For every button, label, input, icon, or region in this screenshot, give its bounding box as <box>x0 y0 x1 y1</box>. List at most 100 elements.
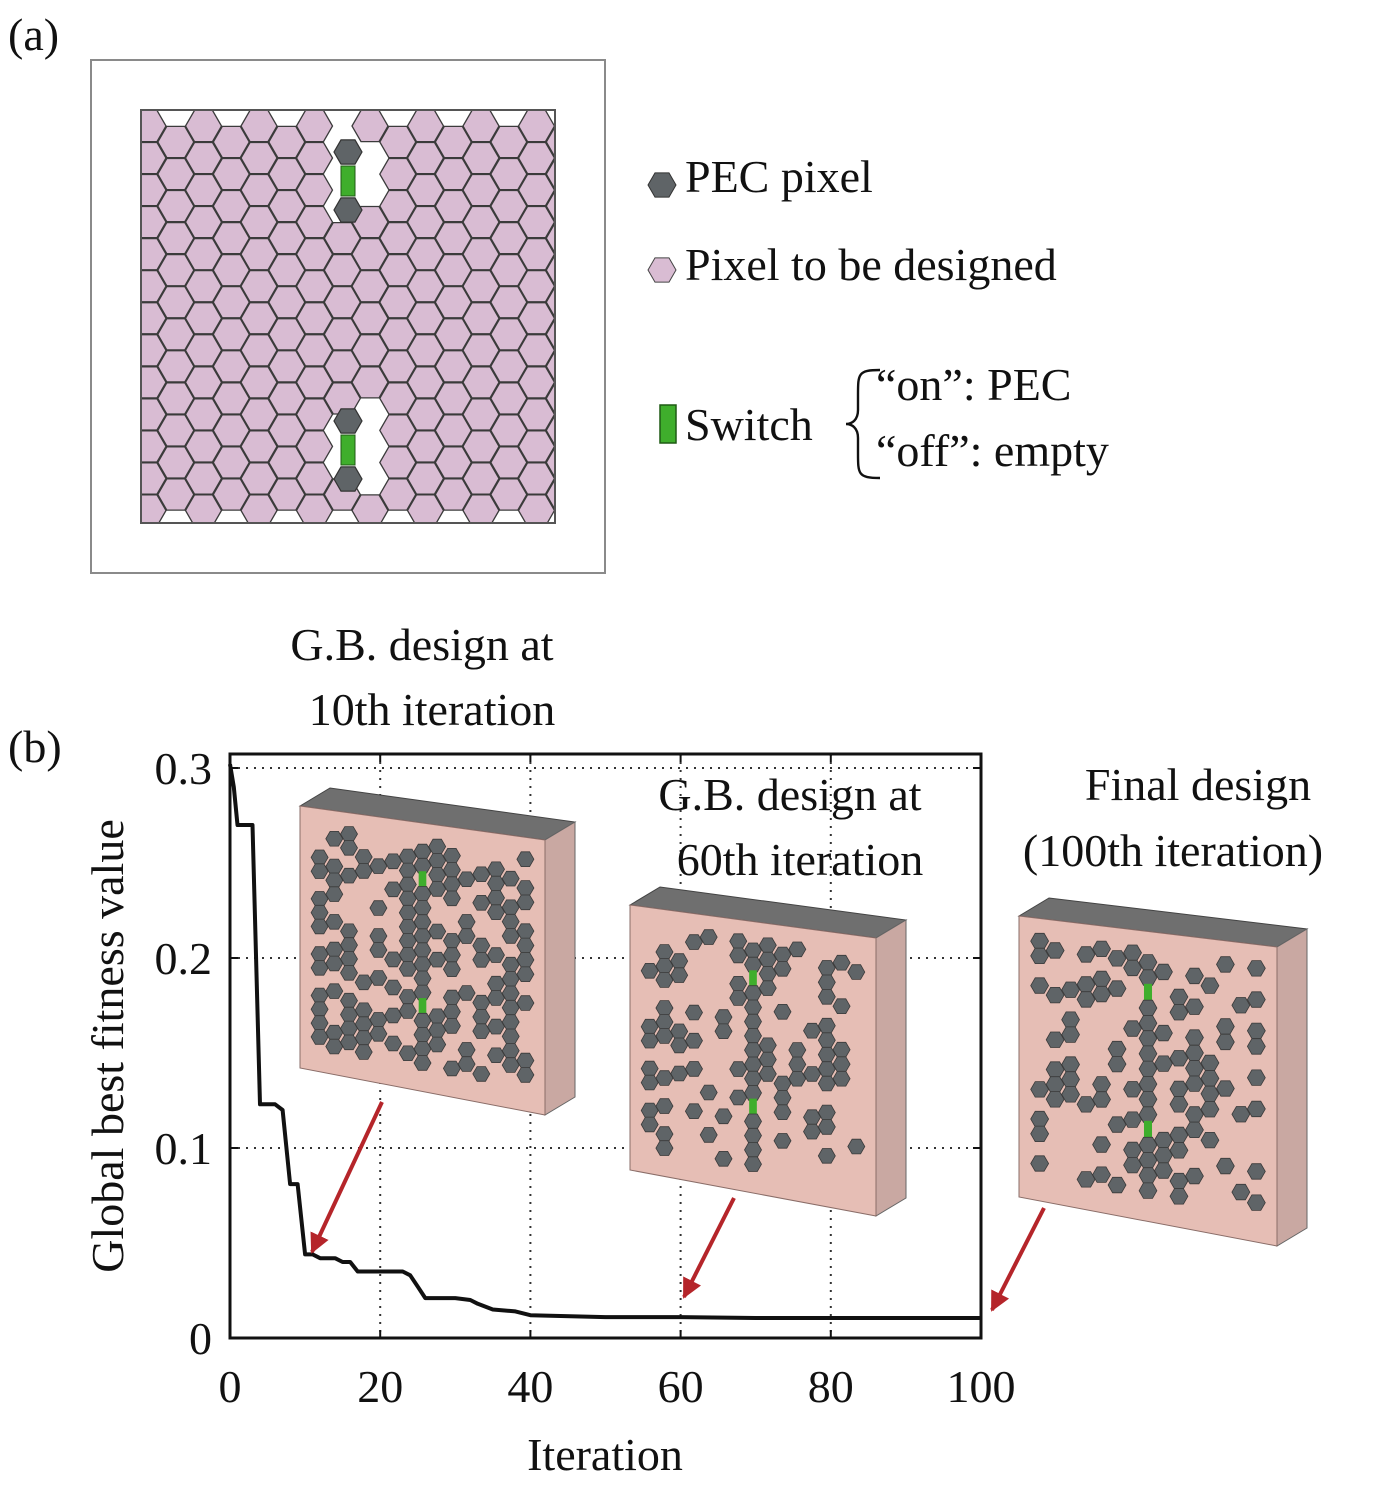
pec-pixel <box>1123 1020 1142 1037</box>
pec-pixel <box>1216 1157 1235 1175</box>
pec-pixel <box>310 1029 329 1045</box>
design-pixel <box>240 173 278 207</box>
pec-pixel <box>744 1156 762 1172</box>
pec-pixel <box>1061 1086 1080 1103</box>
design-pixel <box>295 237 334 271</box>
design-pixel <box>141 398 167 431</box>
design-pixel <box>434 285 473 319</box>
design-pixel <box>212 382 251 415</box>
pec-pixel <box>670 1023 689 1040</box>
design-pixel <box>545 318 555 351</box>
switch <box>749 970 757 988</box>
design-pixel <box>240 302 278 335</box>
design-pixel <box>379 446 417 479</box>
pec-pixel <box>744 956 762 973</box>
design-pixel <box>517 430 555 463</box>
pec-pixel <box>487 1047 505 1063</box>
pec-pixel <box>413 857 432 874</box>
pec-pixel <box>817 1032 836 1048</box>
pec-pixel <box>1092 1136 1111 1153</box>
pec-pixel <box>384 951 403 968</box>
design-pixel <box>462 237 500 271</box>
pec-pixel <box>758 937 777 953</box>
pec-pixel <box>684 934 703 950</box>
pec-pixel <box>310 863 329 879</box>
pec-pixel <box>1092 985 1111 1003</box>
design-pixel <box>490 221 528 255</box>
design-pixel <box>240 494 278 523</box>
pec-pixel <box>369 858 388 874</box>
design-pixel-legend-icon <box>647 257 677 283</box>
design-pixel <box>240 462 278 495</box>
pec-pixel <box>1200 1101 1220 1118</box>
pec-pixel <box>1107 950 1127 967</box>
pec-pixel <box>773 1104 792 1120</box>
pec-pixel <box>640 963 659 979</box>
pec-pixel <box>472 1066 491 1082</box>
design-pixel <box>212 350 251 383</box>
fitness-curve <box>228 763 981 1320</box>
design-pixel <box>517 237 555 271</box>
pec-pixel <box>684 1103 703 1119</box>
design-pixel <box>141 366 167 399</box>
pec-pixel <box>1185 967 1204 985</box>
pec-pixel <box>487 975 505 992</box>
pec-pixel <box>1107 1176 1127 1194</box>
pec-pixel <box>655 972 674 988</box>
design-pixel <box>184 302 223 335</box>
brace-icon <box>845 368 881 480</box>
pec-pixel <box>1200 977 1220 994</box>
design-pixel <box>184 494 223 523</box>
pec-pixel <box>640 1074 659 1091</box>
design-pixel <box>323 285 362 319</box>
pec-pixel <box>413 1055 432 1071</box>
pec-pixel <box>516 1067 535 1083</box>
design-pixel <box>295 430 334 463</box>
pec-pixel <box>310 1015 329 1031</box>
pec-pixel <box>333 408 363 434</box>
arrow-10th <box>310 1101 384 1254</box>
design-pixel <box>462 462 500 495</box>
pec-pixel <box>516 966 535 982</box>
pec-pixel <box>788 941 807 958</box>
pec-pixel <box>758 1051 777 1068</box>
design-pixel <box>490 125 528 159</box>
pec-pixel <box>1030 977 1050 994</box>
design-pixel <box>268 478 306 511</box>
design-pixel <box>240 205 278 239</box>
design-pixel <box>406 302 445 335</box>
pec-pixel <box>714 1108 733 1125</box>
design-pixel <box>240 237 278 271</box>
design-pixel <box>490 446 528 479</box>
plot-frame <box>228 752 983 1340</box>
chart-tick-labels: 0 20 40 60 80 100 0 0.1 0.2 0.3 <box>155 743 1016 1412</box>
design-pixel <box>323 253 362 287</box>
pec-pixel <box>1246 960 1266 977</box>
pec-pixel <box>413 942 432 958</box>
design-pixel <box>545 446 555 479</box>
y-tick-label: 0 <box>189 1313 212 1364</box>
pec-pixel <box>1185 1121 1204 1138</box>
arrow-60th <box>682 1197 736 1299</box>
pec-pixel <box>655 1028 674 1044</box>
design-pixel <box>545 350 555 383</box>
design-pixel <box>157 414 195 447</box>
design-pixel <box>406 430 445 463</box>
pec-pixel <box>340 965 358 981</box>
design-pixel <box>212 478 251 511</box>
design-pixel <box>295 462 334 495</box>
pec-pixel <box>413 984 432 1001</box>
pec-pixel <box>1154 1055 1173 1072</box>
pec-pixel <box>684 1004 703 1021</box>
pec-pixel <box>1169 1142 1189 1159</box>
pec-pixel <box>640 1060 659 1077</box>
pec-pixel <box>729 947 748 964</box>
design-pixel <box>212 157 251 191</box>
legend-switch-label: Switch <box>685 399 813 450</box>
pec-pixel <box>1138 1045 1158 1062</box>
pec-pixel <box>744 1056 762 1073</box>
pec-pixel <box>457 871 476 887</box>
pec-pixel <box>325 1024 344 1041</box>
pec-pixel <box>310 960 329 976</box>
switch <box>418 871 427 889</box>
